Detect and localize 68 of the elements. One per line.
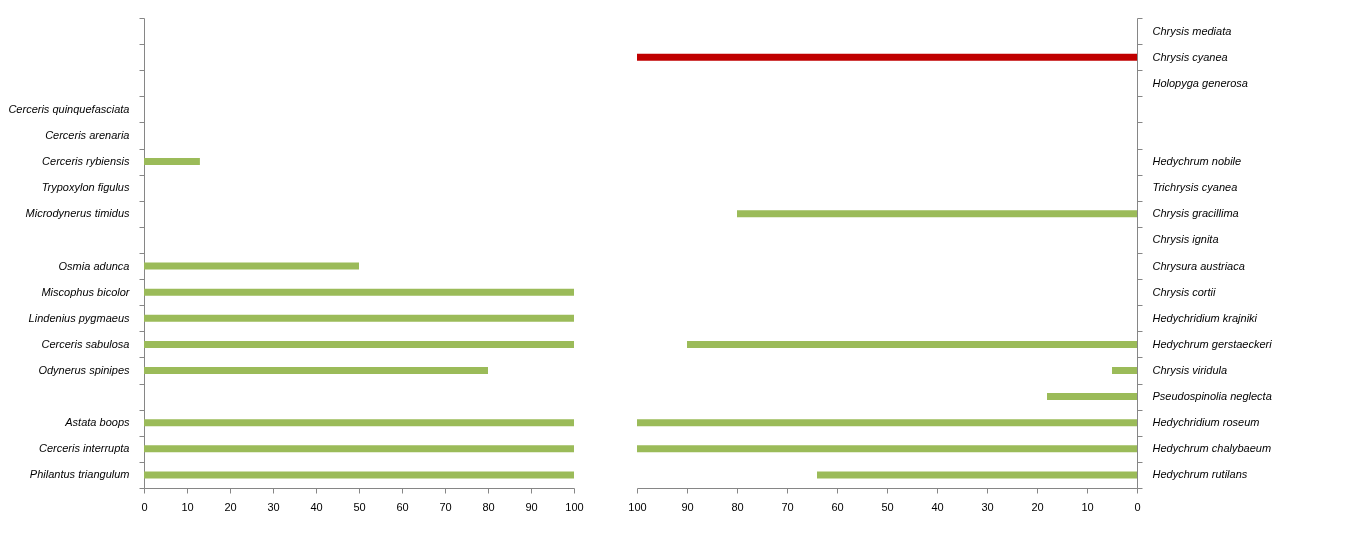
bar [144,158,200,166]
bar [737,210,1137,218]
x-tick-label: 0 [141,500,148,513]
bar [144,340,574,348]
x-tick-label: 100 [565,500,584,513]
x-tick-label: 20 [1031,500,1044,513]
x-tick-label: 90 [525,500,538,513]
y-tick-label: Hedychridium krajniki [1152,311,1258,324]
y-tick-label: Cerceris interrupta [39,442,130,455]
x-tick-label: 70 [439,500,452,513]
y-tick-label: Cerceris arenaria [45,129,130,141]
bar [637,445,1137,453]
y-tick-label: Odynerus spinipes [38,364,130,376]
y-tick-label: Cerceris sabulosa [41,337,130,350]
y-tick-label: Hedychrum rutilans [1152,468,1248,481]
x-tick-label: 10 [1081,500,1094,513]
bar [1047,393,1137,401]
y-tick-label: Cerceris rybiensis [42,155,130,168]
x-tick-label: 100 [628,500,647,513]
bar [144,262,359,270]
y-tick-label: Philantus triangulum [29,468,130,481]
y-tick-label: Trichrysis cyanea [1152,181,1238,194]
x-tick-label: 30 [267,500,280,513]
y-tick-label: Hedychrum gerstaeckeri [1152,337,1273,350]
x-tick-label: 90 [681,500,694,513]
y-tick-label: Hedychrum chalybaeum [1152,442,1272,455]
bar [144,419,574,427]
y-tick-label: Chrysis ignita [1152,233,1219,246]
y-tick-label: Holopyga generosa [1152,76,1248,89]
y-tick-label: Astata boops [64,416,130,429]
bar [144,471,574,479]
y-tick-label: Miscophus bicolor [41,285,131,298]
bar [637,419,1137,427]
x-tick-label: 80 [731,500,744,513]
y-tick-label: Pseudospinolia neglecta [1152,390,1272,403]
y-tick-label: Hedychridium roseum [1152,416,1260,429]
y-tick-label: Trypoxylon figulus [41,181,130,194]
x-tick-label: 50 [881,500,894,513]
y-tick-label: Cerceris quinquefasciata [8,102,130,115]
x-tick-label: 30 [981,500,994,513]
y-tick-label: Chrysis cyanea [1152,50,1228,63]
y-tick-label: Chrysis viridula [1152,364,1228,376]
y-tick-label: Hedychrum nobile [1152,155,1242,168]
x-tick-label: 60 [831,500,844,513]
bar [817,471,1137,479]
x-tick-label: 0 [1134,500,1141,513]
bar [144,314,574,322]
bar [687,340,1137,348]
x-tick-label: 70 [781,500,794,513]
y-tick-label: Chrysis mediata [1152,24,1232,37]
x-tick-label: 10 [181,500,194,513]
x-tick-label: 50 [353,500,366,513]
x-tick-label: 80 [482,500,495,513]
x-tick-label: 20 [224,500,237,513]
y-tick-label: Chrysis cortii [1152,285,1217,298]
x-tick-label: 60 [396,500,409,513]
bar [144,288,574,296]
y-tick-label: Chrysura austriaca [1152,259,1245,272]
y-tick-label: Lindenius pygmaeus [28,311,130,324]
bar [144,445,574,453]
bar [637,53,1137,61]
y-tick-label: Microdynerus timidus [25,207,130,220]
x-tick-label: 40 [931,500,944,513]
bar [1112,367,1137,374]
bar [144,367,488,374]
y-tick-label: Osmia adunca [58,259,130,272]
x-tick-label: 40 [310,500,323,513]
y-tick-label: Chrysis gracillima [1152,207,1239,220]
